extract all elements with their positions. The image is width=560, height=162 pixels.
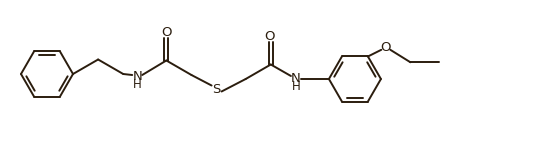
Text: O: O bbox=[264, 30, 275, 43]
Text: S: S bbox=[212, 83, 221, 96]
Text: O: O bbox=[380, 41, 390, 54]
Text: N: N bbox=[132, 70, 142, 83]
Text: O: O bbox=[161, 26, 171, 39]
Text: H: H bbox=[133, 77, 142, 91]
Text: N: N bbox=[291, 73, 301, 86]
Text: H: H bbox=[292, 81, 300, 93]
